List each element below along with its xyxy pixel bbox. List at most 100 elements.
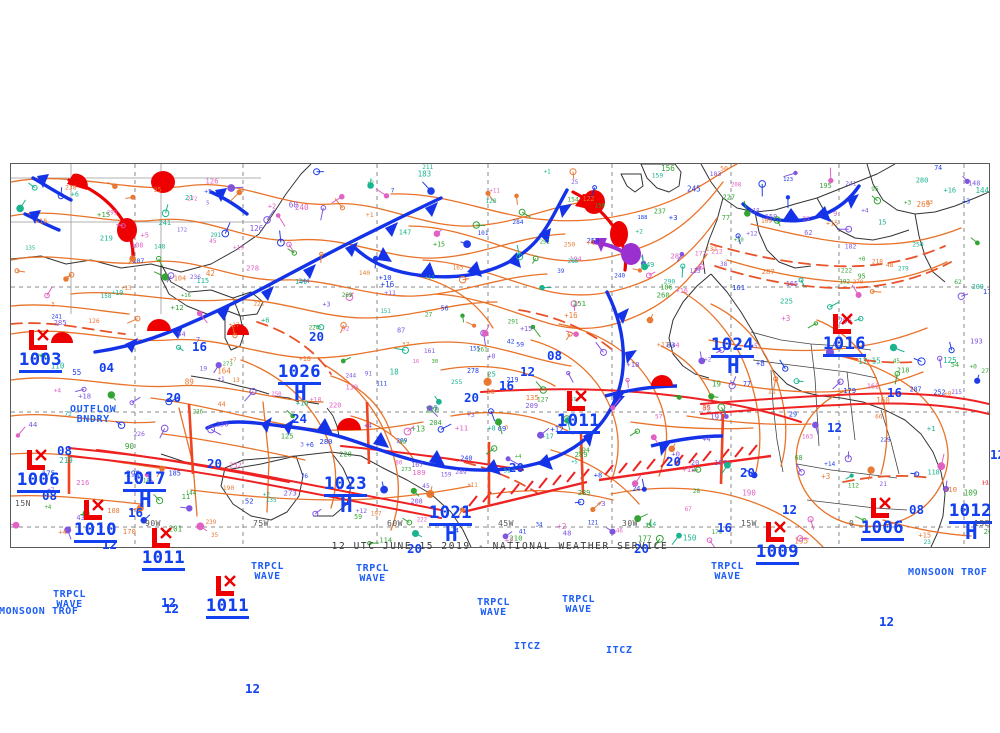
svg-text:+3: +3 xyxy=(962,198,970,206)
svg-text:175: 175 xyxy=(42,469,55,478)
latitude-tick-15N: 15N xyxy=(15,499,31,508)
svg-text:285: 285 xyxy=(54,318,67,327)
svg-text:27: 27 xyxy=(425,311,433,318)
svg-text:+16: +16 xyxy=(564,311,578,320)
svg-text:269: 269 xyxy=(342,292,353,299)
svg-text:+15: +15 xyxy=(826,219,838,227)
svg-text:177: 177 xyxy=(638,535,652,544)
svg-text:37: 37 xyxy=(402,342,410,349)
svg-text:+12: +12 xyxy=(356,507,368,515)
svg-text:+0: +0 xyxy=(969,363,977,370)
svg-text:114: 114 xyxy=(379,537,392,545)
svg-text:+16: +16 xyxy=(181,293,191,299)
svg-text:+12: +12 xyxy=(171,303,184,312)
isotherm-label-2: 04 xyxy=(99,360,115,375)
cold-front-northwest xyxy=(23,174,249,232)
svg-text:280: 280 xyxy=(320,437,333,446)
svg-text:158: 158 xyxy=(101,293,112,300)
isotherm-label-18: 20 xyxy=(634,541,650,556)
svg-text:+17: +17 xyxy=(541,433,553,441)
svg-text:108: 108 xyxy=(107,507,119,515)
longitude-tick-45W: 45W xyxy=(498,519,514,528)
svg-text:60: 60 xyxy=(289,200,299,209)
svg-text:+11: +11 xyxy=(489,189,500,195)
svg-text:109: 109 xyxy=(964,488,978,497)
isotherm-label-0: 16 xyxy=(192,339,208,354)
low-pressure-symbol-0 xyxy=(25,328,51,358)
svg-text:227: 227 xyxy=(723,194,736,202)
front-misc xyxy=(604,375,724,456)
svg-text:172: 172 xyxy=(177,227,187,233)
longitude-tick-0: 0 xyxy=(849,519,855,528)
svg-text:148: 148 xyxy=(968,180,980,188)
pressure-value-1024-10: 1024 xyxy=(711,337,754,358)
svg-text:159: 159 xyxy=(441,472,452,479)
isotherm-label-6: 16 xyxy=(499,378,515,393)
svg-text:54: 54 xyxy=(177,330,186,339)
svg-text:115: 115 xyxy=(197,277,210,285)
pressure-value-1010-3: 1010 xyxy=(74,522,117,543)
svg-text:+3: +3 xyxy=(323,301,331,309)
svg-text:83: 83 xyxy=(667,341,676,350)
svg-text:42: 42 xyxy=(206,269,215,278)
svg-text:85: 85 xyxy=(702,403,711,412)
svg-text:+11: +11 xyxy=(455,424,468,433)
svg-text:48: 48 xyxy=(563,529,572,538)
svg-text:+13: +13 xyxy=(982,481,989,487)
svg-text:197: 197 xyxy=(714,458,727,467)
svg-text:+6: +6 xyxy=(71,191,79,199)
isotherm-label-22: 12 xyxy=(990,447,1000,462)
svg-text:127: 127 xyxy=(537,396,549,404)
svg-text:+3: +3 xyxy=(821,472,830,481)
svg-text:255: 255 xyxy=(451,379,463,386)
pressure-value-1009-12: 1009 xyxy=(756,544,799,565)
svg-text:+18: +18 xyxy=(310,397,322,404)
svg-text:+3: +3 xyxy=(904,199,912,206)
svg-text:+19: +19 xyxy=(233,245,244,252)
svg-text:194: 194 xyxy=(981,480,989,487)
svg-text:279: 279 xyxy=(898,267,909,273)
svg-text:299: 299 xyxy=(126,470,140,479)
monsoon-trough-lines xyxy=(68,388,989,519)
svg-text:+15: +15 xyxy=(520,325,532,333)
map-annotation-monsoon-trof: MONSOON TROF xyxy=(908,567,988,578)
svg-text:+8: +8 xyxy=(594,471,602,479)
svg-text:+18: +18 xyxy=(626,360,639,369)
svg-text:54: 54 xyxy=(951,361,959,369)
svg-text:+6: +6 xyxy=(261,316,270,325)
svg-text:139: 139 xyxy=(346,383,359,391)
svg-text:240: 240 xyxy=(460,454,472,462)
svg-text:206: 206 xyxy=(984,527,989,536)
high-pressure-symbol-6: H xyxy=(294,381,307,405)
svg-text:154: 154 xyxy=(567,197,579,204)
svg-text:238: 238 xyxy=(65,184,77,192)
svg-text:+10: +10 xyxy=(379,273,392,282)
pressure-value-1016-11: 1016 xyxy=(823,336,866,357)
svg-text:240: 240 xyxy=(614,273,625,280)
svg-text:45: 45 xyxy=(422,482,430,490)
svg-text:165: 165 xyxy=(786,280,798,288)
svg-text:93: 93 xyxy=(926,200,933,206)
high-pressure-symbol-10: H xyxy=(727,354,740,378)
svg-text:+0: +0 xyxy=(858,257,865,263)
svg-text:156: 156 xyxy=(661,164,675,173)
svg-text:219: 219 xyxy=(507,376,519,384)
svg-text:+2: +2 xyxy=(505,536,514,545)
svg-text:30: 30 xyxy=(432,359,439,365)
isotherm-label-1: 20 xyxy=(309,329,325,344)
svg-text:+3: +3 xyxy=(467,411,475,419)
svg-text:48: 48 xyxy=(886,261,894,269)
svg-text:161: 161 xyxy=(424,348,435,355)
svg-text:191: 191 xyxy=(710,413,724,422)
isotherm-label-3: 20 xyxy=(166,390,182,405)
isotherm-label-4: 24 xyxy=(292,411,308,426)
surface-analysis-map: 80+343+4208+1825029027622872891551942196… xyxy=(11,164,989,547)
svg-text:62: 62 xyxy=(954,278,962,286)
svg-text:20: 20 xyxy=(691,459,699,467)
low-pressure-symbol-11 xyxy=(829,312,855,342)
longitude-tick-75W: 75W xyxy=(253,519,269,528)
svg-text:13: 13 xyxy=(232,377,240,384)
svg-text:197: 197 xyxy=(371,510,382,517)
svg-text:+4: +4 xyxy=(45,505,52,511)
